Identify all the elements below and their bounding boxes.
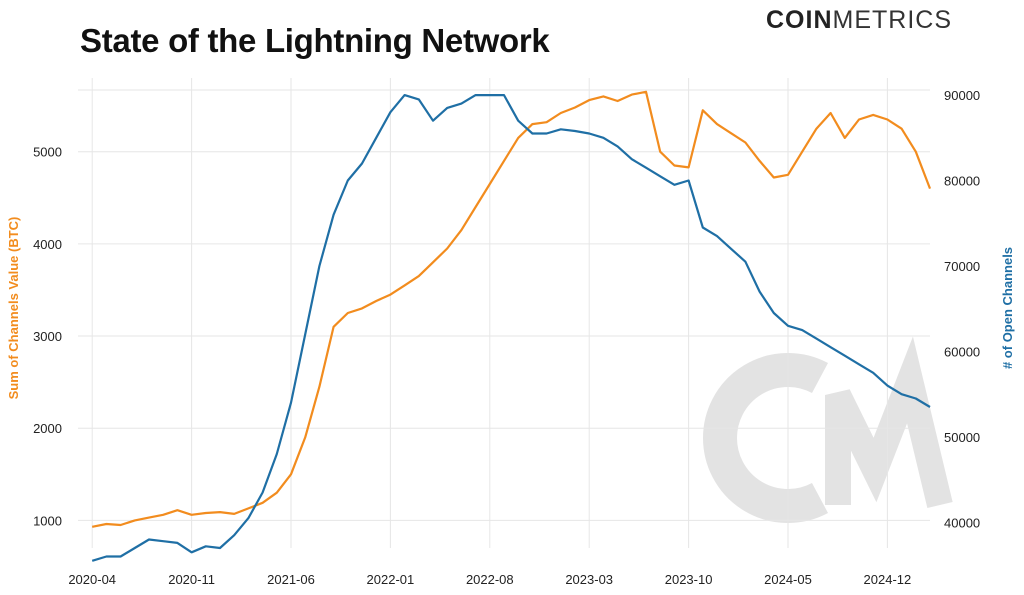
x-tick-label: 2022-08 — [466, 572, 514, 587]
x-tick-label: 2024-05 — [764, 572, 812, 587]
chart-title: State of the Lightning Network — [80, 22, 550, 59]
x-tick-label: 2020-04 — [68, 572, 116, 587]
brand-light-text: METRICS — [832, 6, 952, 34]
open-channels-line — [91, 94, 931, 562]
x-tick-label: 2021-06 — [267, 572, 315, 587]
right-y-axis-ticks: 40000 50000 60000 70000 80000 90000 — [944, 88, 980, 530]
coinmetrics-logo: COINMETRICS — [766, 6, 952, 35]
left-y-axis-ticks: 1000 2000 3000 4000 5000 — [33, 145, 62, 529]
right-y-tick-label: 40000 — [944, 515, 980, 530]
chart-grid — [78, 78, 930, 548]
cm-watermark-logo — [703, 336, 953, 523]
series-layer — [91, 90, 932, 562]
right-y-tick-label: 80000 — [944, 174, 980, 189]
left-y-tick-label: 2000 — [33, 421, 62, 436]
watermark-m-shape — [825, 336, 953, 509]
x-tick-label: 2023-10 — [665, 572, 713, 587]
left-y-tick-label: 3000 — [33, 329, 62, 344]
right-y-tick-label: 70000 — [944, 259, 980, 274]
x-tick-label: 2023-03 — [565, 572, 613, 587]
x-tick-label: 2024-12 — [864, 572, 912, 587]
left-y-tick-label: 5000 — [33, 145, 62, 160]
right-y-tick-label: 90000 — [944, 88, 980, 103]
brand-bold-text: COIN — [766, 6, 833, 34]
left-y-axis-label: Sum of Channels Value (BTC) — [6, 217, 21, 400]
channels-value-line — [91, 90, 932, 528]
x-tick-label: 2022-01 — [367, 572, 415, 587]
right-y-tick-label: 60000 — [944, 344, 980, 359]
left-y-tick-label: 4000 — [33, 237, 62, 252]
right-y-tick-label: 50000 — [944, 430, 980, 445]
watermark-c-shape — [703, 353, 828, 523]
x-tick-label: 2020-11 — [168, 572, 215, 587]
left-y-tick-label: 1000 — [33, 513, 62, 528]
right-y-axis-label: # of Open Channels — [1000, 247, 1015, 369]
x-axis-ticks: 2020-04 2020-11 2021-06 2022-01 2022-08 2023-… — [68, 572, 911, 587]
